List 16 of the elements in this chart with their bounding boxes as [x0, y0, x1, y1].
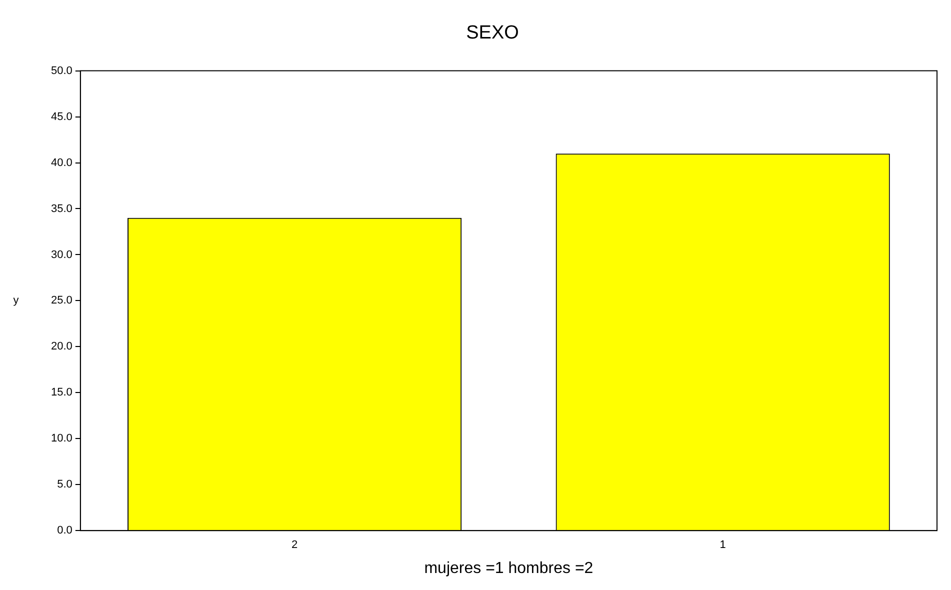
y-tick-label: 15.0: [50, 386, 72, 399]
y-tick-label: 0.0: [57, 524, 72, 537]
y-tick-label: 30.0: [50, 248, 72, 261]
x-tick-label: 2: [291, 539, 298, 552]
y-tick-label: 10.0: [50, 432, 72, 445]
y-tick-label: 35.0: [50, 202, 72, 215]
y-tick-label: 5.0: [57, 478, 72, 491]
y-tick-label: 50.0: [50, 64, 72, 77]
y-tick-label: 25.0: [50, 294, 72, 307]
y-tick-label: 45.0: [50, 110, 72, 123]
x-axis-title: mujeres =1 hombres =2: [424, 560, 594, 577]
y-axis-title: y: [13, 294, 20, 307]
y-tick-label: 20.0: [50, 340, 72, 353]
x-tick-label: 1: [720, 539, 726, 552]
chart-title: SEXO: [466, 22, 519, 44]
y-tick-label: 40.0: [50, 156, 72, 169]
